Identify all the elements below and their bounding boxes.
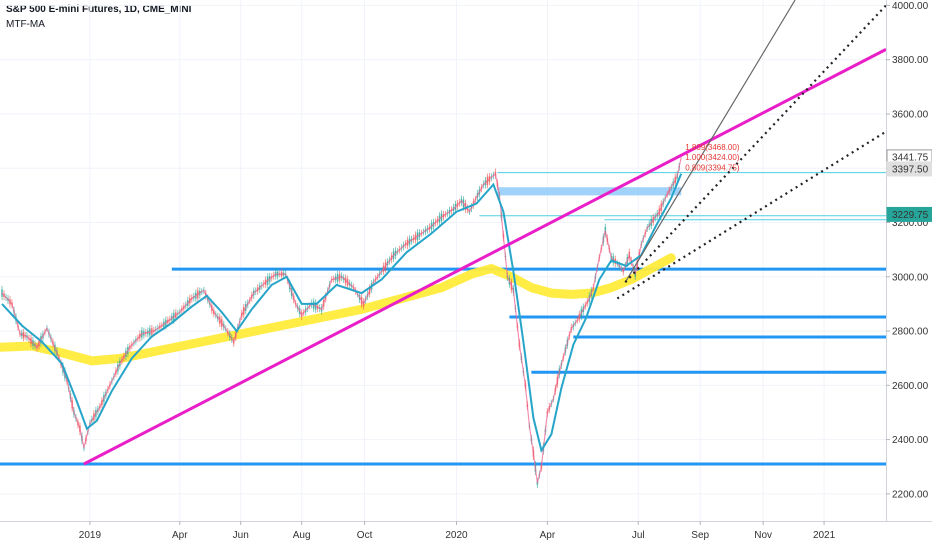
- projection-line: [624, 0, 796, 283]
- y-tick-label: 3000.00: [892, 272, 929, 283]
- x-tick-label: Jul: [632, 530, 645, 541]
- chart-title: S&P 500 E-mini Futures, 1D, CME_MINI: [6, 4, 192, 15]
- fib-label: 1.000(3424.00): [685, 153, 740, 162]
- price-candle-body: [83, 447, 85, 449]
- magenta-trendline: [83, 48, 886, 466]
- indicator-label[interactable]: MTF-MA: [6, 19, 45, 30]
- price-line: [1, 157, 682, 484]
- fast-moving-average: [1, 173, 683, 453]
- x-tick-label: Nov: [754, 530, 772, 541]
- price-badge: [886, 206, 932, 222]
- y-tick-label: 2200.00: [892, 489, 929, 500]
- price-badge-label: 3229.75: [892, 210, 929, 221]
- x-tick-label: Apr: [172, 530, 188, 541]
- price-badge-label: 3397.50: [892, 164, 929, 175]
- y-tick-label: 2600.00: [892, 381, 929, 392]
- y-tick-label: 4000.00: [892, 1, 929, 12]
- y-tick-label: 3200.00: [892, 218, 929, 229]
- plot-area: 1.809(3468.00)1.000(3424.00)0.809(3394.7…: [0, 0, 886, 521]
- x-tick-label: 2020: [445, 530, 468, 541]
- x-tick-label: 2021: [813, 530, 836, 541]
- price-badge: [886, 161, 932, 177]
- y-tick-label: 2800.00: [892, 327, 929, 338]
- price-badge-label: 3441.75: [892, 152, 929, 163]
- y-tick-label: 3600.00: [892, 109, 929, 120]
- fib-label: 0.809(3394.75): [685, 163, 740, 172]
- x-tick-label: Jun: [233, 530, 249, 541]
- fib-label: 1.809(3468.00): [685, 143, 740, 152]
- x-tick-label: 2019: [79, 530, 102, 541]
- price-candle-body: [1, 289, 3, 297]
- resistance-zone: [497, 187, 682, 196]
- x-tick-label: Oct: [357, 530, 373, 541]
- y-tick-label: 2400.00: [892, 435, 929, 446]
- projection-dotted-line: [624, 4, 886, 283]
- x-tick-label: Sep: [691, 530, 709, 541]
- x-tick-label: Apr: [540, 530, 556, 541]
- price-axis-bg: [886, 0, 932, 550]
- slow-moving-average: [0, 253, 676, 366]
- y-tick-label: 3800.00: [892, 55, 929, 66]
- x-tick-label: Aug: [293, 530, 311, 541]
